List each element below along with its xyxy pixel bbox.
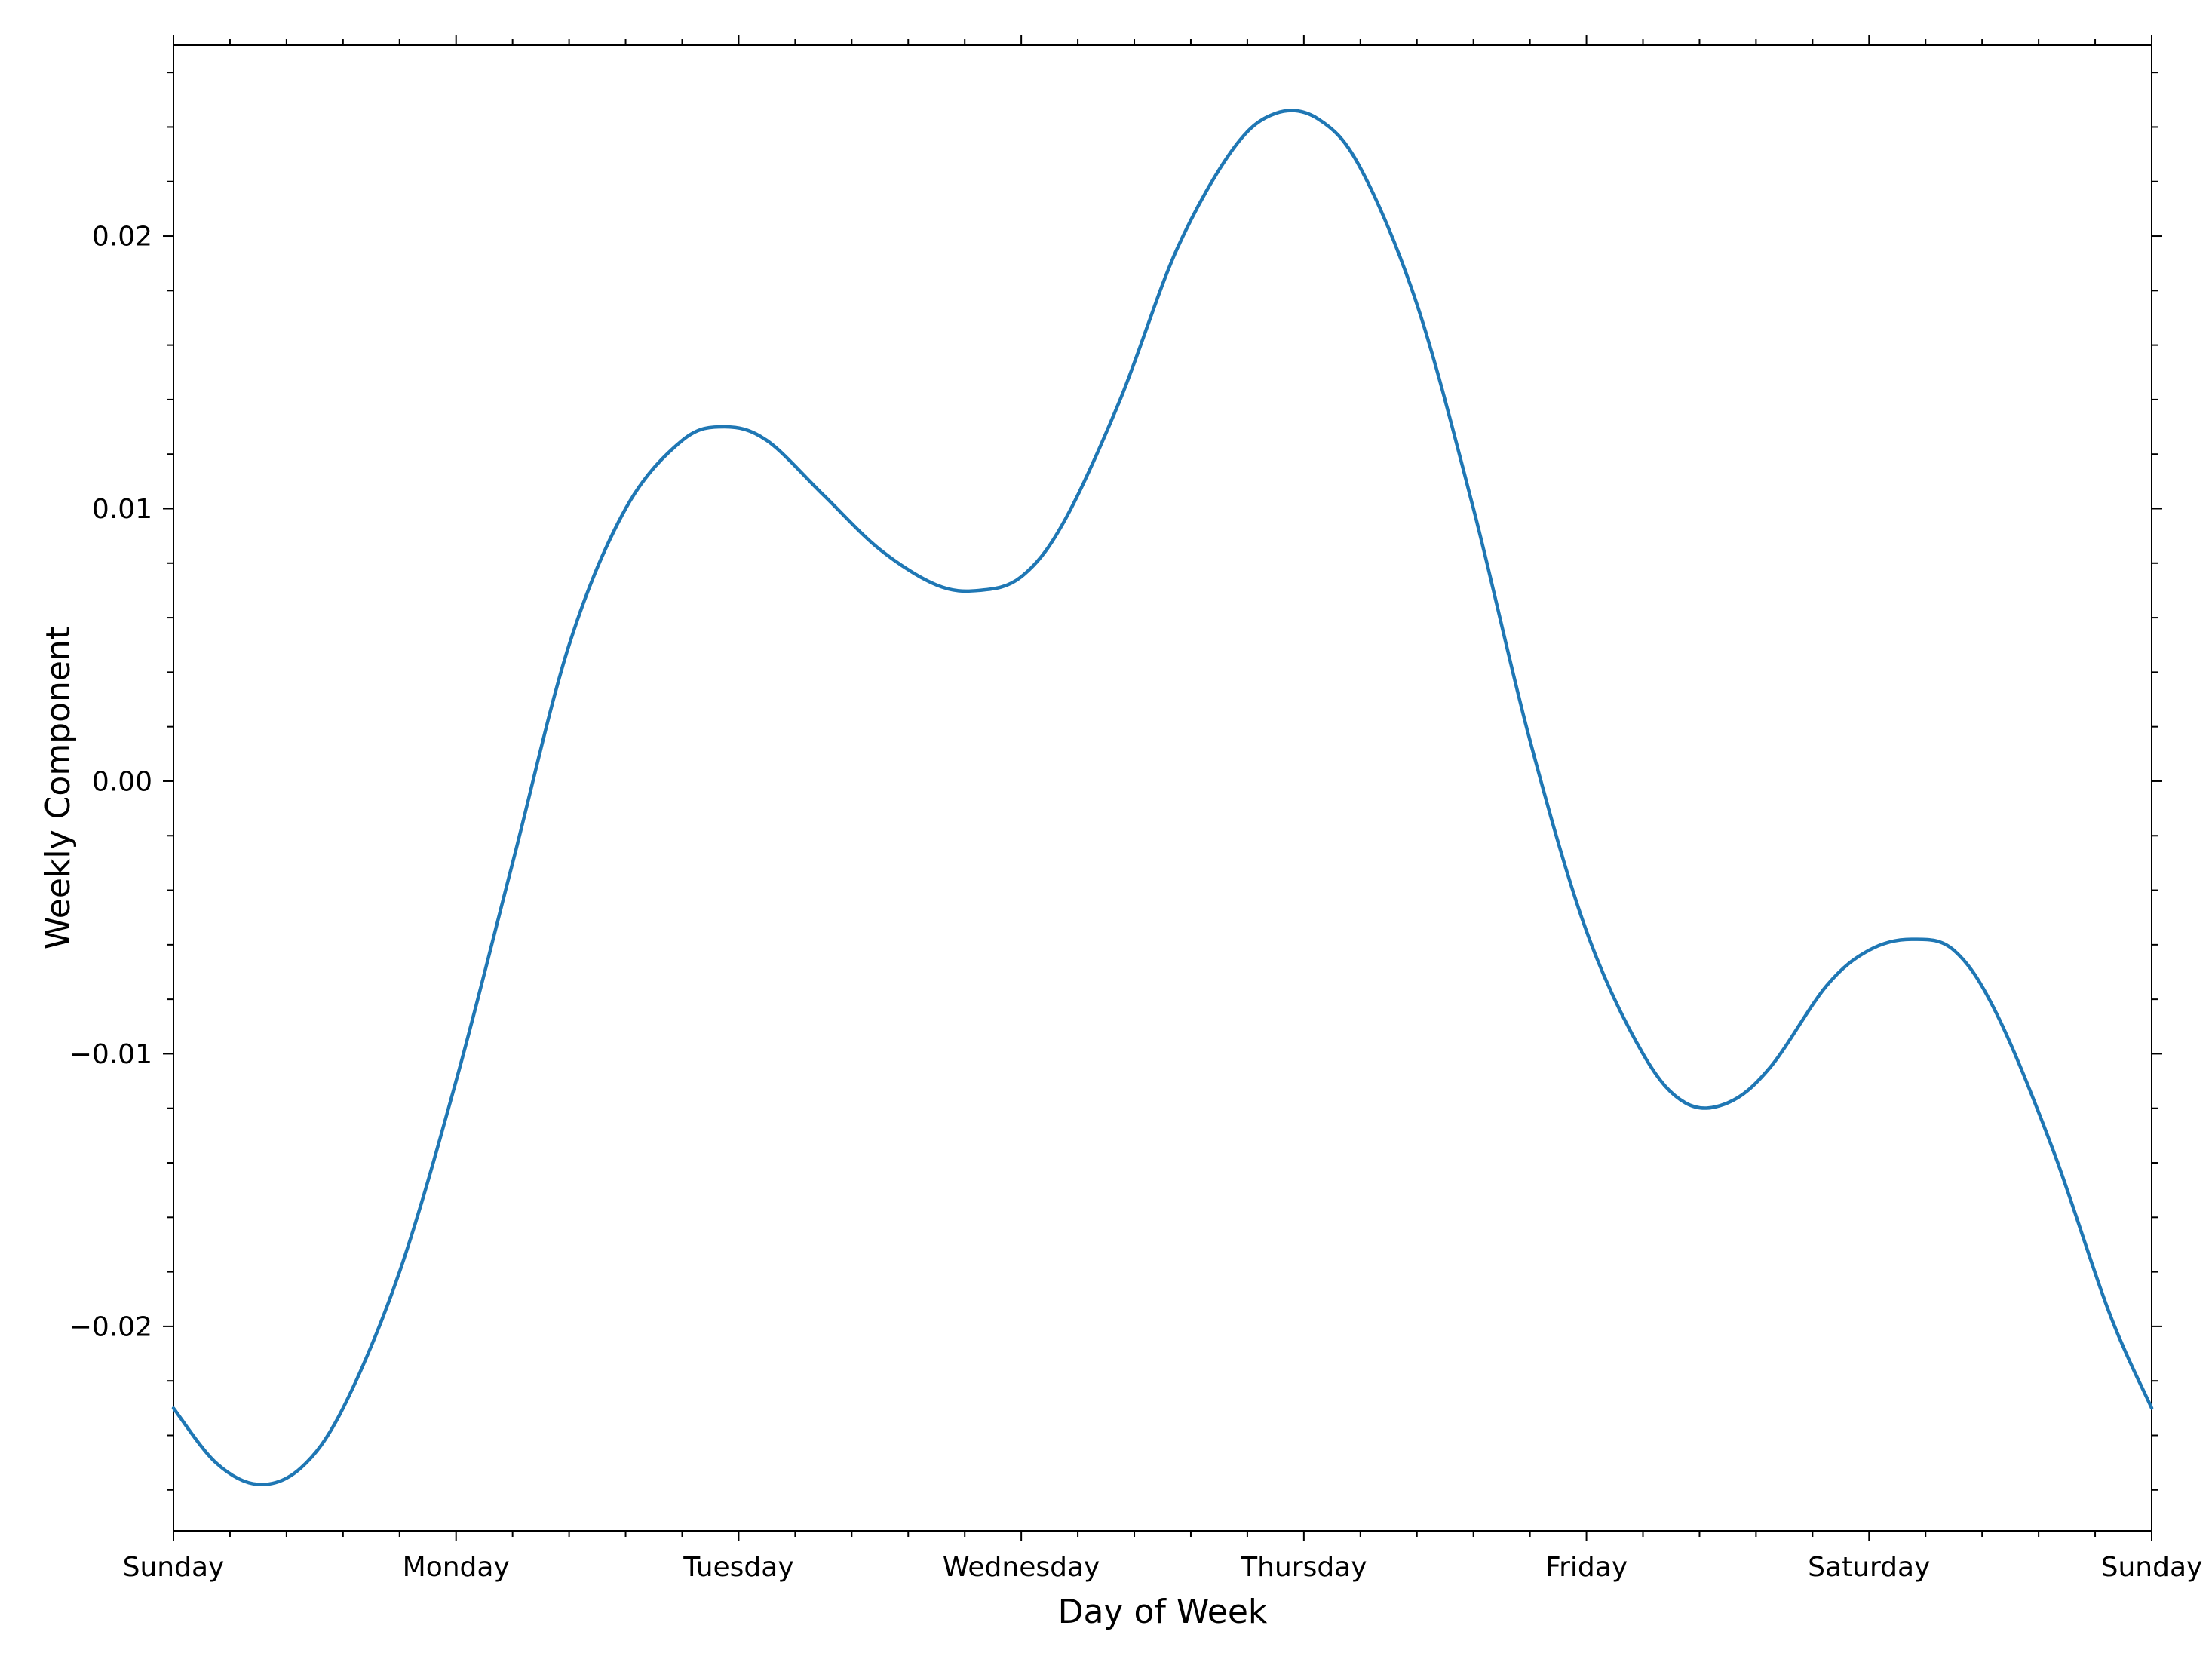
y-axis-label: Weekly Component [39, 627, 78, 949]
y-tick-label: −0.01 [69, 1039, 152, 1070]
x-tick-label: Sunday [123, 1552, 225, 1583]
x-tick-label: Monday [403, 1552, 510, 1583]
chart-container: Sunday Monday Tuesday Wednesday Thursday Frid… [0, 0, 2212, 1659]
y-tick-label: −0.02 [69, 1311, 152, 1342]
x-tick-label: Wednesday [943, 1552, 1100, 1583]
x-tick-label: Friday [1545, 1552, 1628, 1583]
x-tick-label: Saturday [1808, 1552, 1930, 1583]
y-tick-label: 0.00 [92, 767, 152, 798]
x-tick-label: Tuesday [683, 1552, 793, 1583]
x-tick-label: Sunday [2101, 1552, 2203, 1583]
x-axis-label: Day of Week [1058, 1593, 1268, 1631]
x-tick-label: Thursday [1240, 1552, 1367, 1583]
line-chart: Sunday Monday Tuesday Wednesday Thursday Frid… [0, 0, 2212, 1659]
y-tick-label: 0.01 [92, 494, 152, 525]
y-tick-label: 0.02 [92, 222, 152, 253]
